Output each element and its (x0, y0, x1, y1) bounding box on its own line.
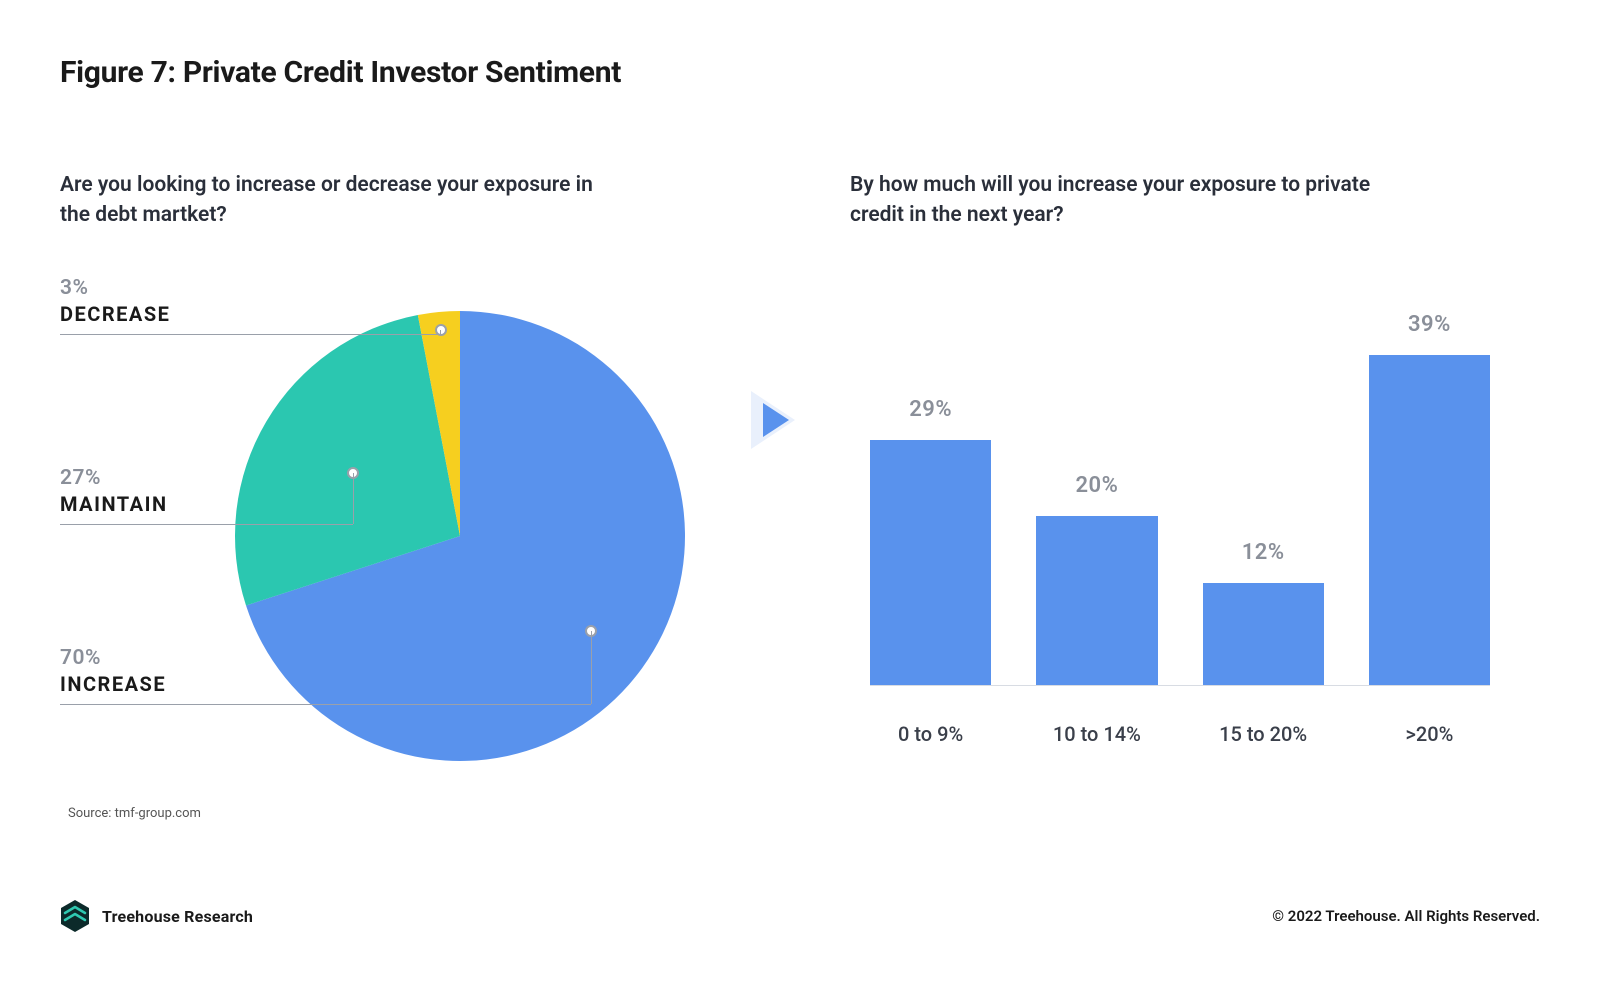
bar-category-label: >20% (1369, 722, 1490, 746)
bar-category-label: 15 to 20% (1203, 722, 1324, 746)
bar-question: By how much will you increase your expos… (850, 170, 1410, 231)
pie-question: Are you looking to increase or decrease … (60, 170, 620, 231)
pie-leader-increase (60, 704, 591, 705)
bar-value-label: 39% (1408, 312, 1451, 337)
bar-rect (870, 440, 991, 685)
arrow-column (740, 170, 810, 670)
bar-chart: 29% 20% 12% 39% 0 to 9% 10 to 14% 15 to 20% >2… (850, 256, 1490, 746)
bar-value-label: 20% (1075, 473, 1118, 498)
pie-leader-vert (353, 473, 354, 524)
footer: Treehouse Research © 2022 Treehouse. All… (60, 899, 1540, 933)
bar-slot: 12% (1203, 540, 1324, 685)
pie-pct-maintain: 27% (60, 466, 168, 490)
pie-leader-maintain (60, 524, 353, 525)
pie-pct-increase: 70% (60, 646, 166, 670)
bar-rect (1369, 355, 1490, 685)
bars-row: 29% 20% 12% 39% (870, 306, 1490, 686)
panel-bar: By how much will you increase your expos… (850, 170, 1540, 746)
pie-pct-decrease: 3% (60, 276, 170, 300)
bar-rect (1203, 583, 1324, 685)
pie-svg (230, 306, 690, 766)
treehouse-logo-icon (60, 899, 90, 933)
bar-value-label: 29% (909, 397, 952, 422)
pie-label-decrease: 3% DECREASE (60, 276, 170, 326)
bar-category-label: 0 to 9% (870, 722, 991, 746)
copyright: © 2022 Treehouse. All Rights Reserved. (1272, 907, 1540, 925)
bar-value-label: 12% (1242, 540, 1285, 565)
pie-chart: 3% DECREASE 27% MAINTAIN 70% INCREASE (60, 286, 700, 796)
bar-category-label: 10 to 14% (1036, 722, 1157, 746)
pie-leader-vert (591, 631, 592, 704)
bar-rect (1036, 516, 1157, 685)
pie-cat-maintain: MAINTAIN (60, 492, 168, 516)
pie-label-maintain: 27% MAINTAIN (60, 466, 168, 516)
figure-title: Figure 7: Private Credit Investor Sentim… (60, 55, 1540, 90)
source-text: Source: tmf-group.com (68, 806, 700, 821)
bar-slot: 39% (1369, 312, 1490, 685)
bar-slot: 20% (1036, 473, 1157, 685)
pie-cat-increase: INCREASE (60, 672, 166, 696)
bar-slot: 29% (870, 397, 991, 685)
panel-pie: Are you looking to increase or decrease … (60, 170, 700, 821)
bar-categories: 0 to 9% 10 to 14% 15 to 20% >20% (870, 700, 1490, 746)
brand-name: Treehouse Research (102, 907, 253, 926)
pie-leader-decrease (60, 334, 441, 335)
pie-leader-vert (440, 330, 441, 334)
panels: Are you looking to increase or decrease … (60, 170, 1540, 821)
brand: Treehouse Research (60, 899, 253, 933)
pie-cat-decrease: DECREASE (60, 302, 170, 326)
arrow-icon (747, 385, 803, 455)
pie-label-increase: 70% INCREASE (60, 646, 166, 696)
